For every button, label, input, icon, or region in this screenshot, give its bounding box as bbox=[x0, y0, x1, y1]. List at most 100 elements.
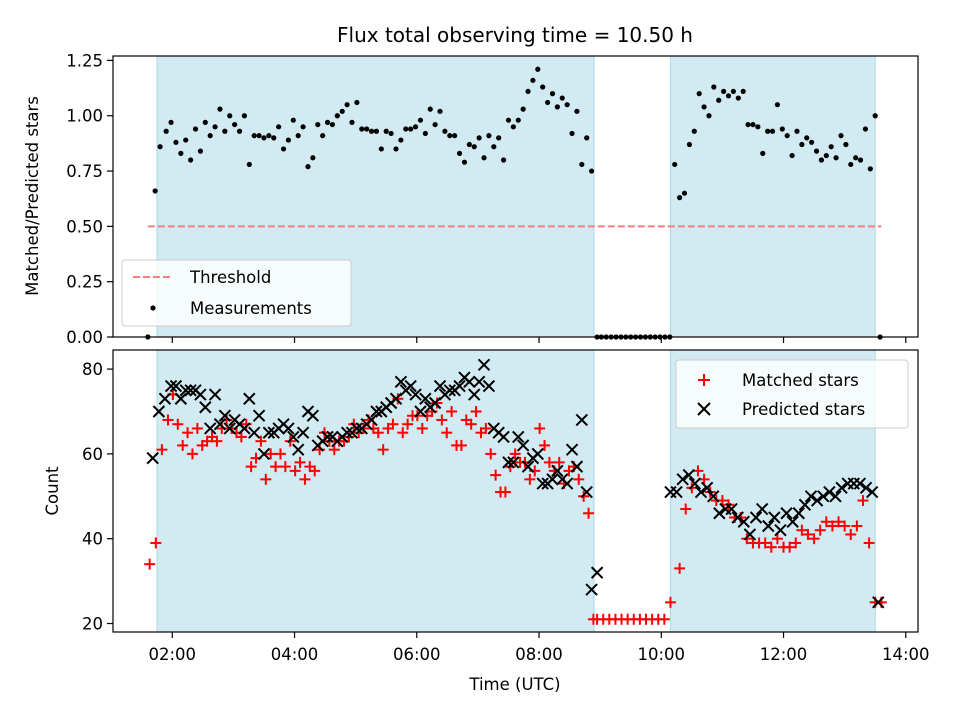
predicted-star-marker bbox=[865, 485, 879, 499]
legend-measurements-label: Measurements bbox=[190, 299, 312, 318]
marker-stroke bbox=[370, 405, 383, 418]
matched-star-marker bbox=[543, 456, 555, 468]
predicted-star-marker bbox=[585, 583, 598, 596]
marker-stroke bbox=[443, 384, 456, 397]
legend-matched-label: Matched stars bbox=[742, 371, 859, 390]
legend-matched-swatch bbox=[698, 374, 710, 386]
predicted-star-marker bbox=[414, 405, 427, 418]
legend-threshold-label: Threshold bbox=[189, 268, 271, 287]
predicted-star-marker bbox=[287, 430, 300, 444]
marker-stroke bbox=[713, 507, 726, 520]
measurement-point bbox=[804, 135, 810, 141]
measurement-point bbox=[202, 119, 208, 125]
marker-stroke bbox=[536, 477, 549, 490]
measurement-point bbox=[329, 121, 336, 128]
marker-stroke bbox=[482, 379, 496, 393]
predicted-star-marker bbox=[223, 422, 236, 435]
measurement-point bbox=[491, 144, 497, 150]
measurement-point bbox=[300, 124, 306, 130]
matched-star-marker bbox=[294, 456, 306, 468]
marker-stroke bbox=[590, 566, 604, 579]
matched-star-marker bbox=[857, 495, 869, 507]
matched-star-marker bbox=[455, 439, 467, 451]
predicted-star-marker bbox=[169, 379, 183, 393]
measurement-point bbox=[681, 190, 688, 196]
x-tick-label: 02:00 bbox=[149, 645, 197, 664]
measurement-point bbox=[588, 168, 595, 174]
measurement-point bbox=[853, 155, 859, 161]
matched-star-marker bbox=[274, 448, 286, 460]
count-legend-box bbox=[675, 359, 909, 429]
matched-star-marker bbox=[402, 418, 414, 430]
matched-star-marker bbox=[470, 405, 482, 417]
marker-stroke bbox=[340, 426, 354, 439]
marker-stroke bbox=[676, 473, 689, 486]
marker-stroke bbox=[223, 422, 236, 435]
marker-stroke bbox=[829, 490, 842, 503]
measurement-point bbox=[544, 99, 551, 106]
measurement-point bbox=[393, 146, 399, 152]
marker-stroke bbox=[512, 430, 525, 444]
matched-star-marker bbox=[863, 537, 875, 549]
marker-stroke bbox=[296, 426, 310, 439]
matched-star-marker bbox=[416, 422, 428, 434]
measurement-point bbox=[530, 77, 536, 83]
measurement-point bbox=[549, 91, 556, 97]
measurement-point bbox=[285, 137, 292, 143]
ratio-y-ticks: 0.00 0.25 0.50 0.75 1.00 1.25 bbox=[66, 51, 113, 347]
matched-star-marker bbox=[480, 422, 492, 434]
marker-stroke bbox=[468, 388, 481, 401]
marker-stroke bbox=[497, 430, 510, 444]
matched-star-marker bbox=[553, 456, 565, 468]
measurement-point bbox=[471, 144, 477, 150]
y-tick-label: 80 bbox=[82, 360, 103, 379]
predicted-star-marker bbox=[394, 375, 408, 389]
predicted-star-marker bbox=[872, 596, 885, 609]
measurement-point bbox=[447, 133, 453, 139]
marker-stroke bbox=[810, 494, 824, 507]
predicted-star-marker bbox=[243, 392, 256, 405]
marker-stroke bbox=[682, 468, 695, 482]
marker-stroke bbox=[433, 379, 447, 393]
matched-star-marker bbox=[833, 516, 845, 528]
marker-stroke bbox=[780, 507, 793, 520]
y-tick-label: 0.50 bbox=[66, 217, 103, 236]
marker-stroke bbox=[570, 460, 584, 473]
shaded-interval-1 bbox=[157, 350, 595, 632]
x-tick-label: 14:00 bbox=[882, 645, 930, 664]
predicted-star-marker bbox=[512, 430, 525, 444]
predicted-star-marker bbox=[340, 426, 354, 439]
count-x-ticks: 02:00 04:00 06:00 08:00 10:00 12:00 14:00 bbox=[149, 632, 930, 664]
matched-star-marker bbox=[191, 422, 203, 434]
marker-stroke bbox=[560, 477, 574, 490]
marker-stroke bbox=[169, 379, 183, 393]
measurement-point bbox=[383, 128, 389, 134]
measurement-point bbox=[276, 124, 282, 130]
measurement-point bbox=[178, 150, 184, 156]
matched-star-marker bbox=[436, 414, 448, 426]
measurement-point bbox=[466, 141, 472, 148]
x-axis-label: Time (UTC) bbox=[468, 675, 560, 694]
ratio-legend: Threshold Measurements bbox=[121, 259, 352, 327]
marker-stroke bbox=[203, 422, 217, 435]
ratio-axes-frame bbox=[112, 55, 919, 338]
marker-stroke bbox=[546, 473, 559, 486]
ratio-panel: 0.00 0.25 0.50 0.75 1.00 1.25 Flux total obse… bbox=[23, 23, 919, 347]
measurement-point bbox=[378, 146, 384, 152]
measurement-point bbox=[535, 66, 541, 72]
y-tick-label: 0.75 bbox=[66, 162, 103, 181]
predicted-star-marker bbox=[203, 422, 217, 435]
measurement-point bbox=[315, 121, 321, 128]
marker-stroke bbox=[707, 490, 720, 503]
marker-stroke bbox=[531, 447, 545, 461]
chart-title: Flux total observing time = 10.50 h bbox=[337, 23, 693, 47]
measurement-point bbox=[672, 161, 678, 168]
marker-stroke bbox=[394, 375, 408, 389]
predicted-star-marker bbox=[282, 422, 295, 435]
x-tick-label: 06:00 bbox=[393, 645, 441, 664]
predicted-star-marker bbox=[291, 443, 305, 456]
matched-star-marker bbox=[144, 558, 156, 570]
measurement-point bbox=[222, 128, 228, 134]
y-tick-label: 60 bbox=[82, 445, 103, 464]
marker-stroke bbox=[786, 515, 799, 528]
